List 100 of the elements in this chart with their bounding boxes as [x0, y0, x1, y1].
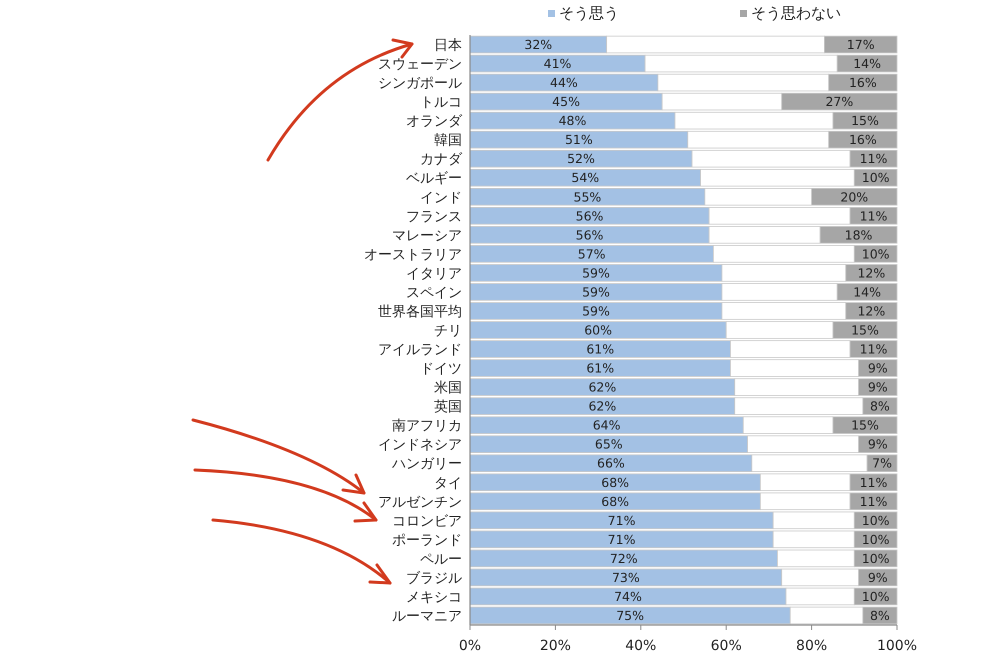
y-tick-label: ブラジル — [406, 570, 462, 586]
y-tick-label: 韓国 — [434, 132, 462, 149]
y-tick-label: 日本 — [434, 38, 462, 54]
series-label: そう思う — [559, 4, 619, 22]
data-label: 11% — [860, 494, 888, 509]
data-label: 64% — [592, 418, 621, 433]
data-label: 75% — [616, 608, 644, 623]
y-tick-label: マレーシア — [392, 228, 462, 244]
data-label: 9% — [868, 380, 888, 395]
data-label: 20% — [840, 189, 868, 204]
x-tick-label: 100% — [876, 638, 918, 654]
y-tick-label: アルゼンチン — [378, 494, 462, 510]
y-tick-label: 世界各国平均 — [378, 304, 462, 320]
data-label: 32% — [524, 37, 552, 52]
data-label: 62% — [588, 398, 616, 414]
data-label: 10% — [862, 588, 890, 604]
data-label: 12% — [857, 265, 886, 280]
data-label: 11% — [860, 208, 888, 224]
data-label: 57% — [578, 246, 606, 262]
data-label: 9% — [868, 570, 888, 585]
data-label: 61% — [586, 342, 614, 357]
data-label: 9% — [868, 436, 888, 452]
data-label: 44% — [550, 75, 578, 90]
y-tick-label: イタリア — [406, 266, 462, 282]
data-label: 72% — [610, 550, 638, 566]
data-label: 15% — [851, 418, 879, 433]
data-label: 27% — [825, 94, 854, 110]
data-label: 11% — [860, 342, 888, 357]
data-label: 73% — [612, 570, 640, 585]
y-tick-label: 米国 — [434, 380, 462, 396]
data-label: 17% — [846, 37, 875, 52]
data-label: 62% — [588, 380, 616, 395]
data-label: 66% — [597, 456, 625, 471]
data-label: 56% — [576, 208, 604, 224]
y-tick-label: シンガポール — [378, 76, 462, 92]
data-label: 12% — [857, 303, 886, 318]
data-label: 61% — [586, 360, 614, 376]
data-label: 15% — [851, 113, 879, 128]
data-label: 14% — [853, 56, 882, 72]
y-tick-label: アイルランド — [378, 342, 462, 358]
data-label: 45% — [552, 94, 580, 110]
y-tick-label: チリ — [434, 323, 462, 339]
data-label: 10% — [862, 246, 890, 262]
y-tick-label: 英国 — [434, 399, 462, 416]
y-tick-label: ポーランド — [392, 532, 462, 548]
y-tick-label: オランダ — [406, 114, 463, 130]
y-tick-label: ペルー — [420, 551, 462, 568]
x-tick-label: 40% — [625, 638, 656, 654]
data-label: 54% — [571, 170, 600, 186]
data-label: 15% — [851, 322, 879, 338]
data-label: 10% — [862, 512, 890, 528]
data-label: 10% — [862, 532, 890, 547]
y-tick-label: ベルギー — [406, 170, 462, 187]
data-label: 51% — [564, 132, 593, 148]
data-label: 8% — [870, 398, 890, 414]
x-tick-label: 60% — [710, 638, 742, 654]
y-tick-label: 南アフリカ — [392, 418, 462, 434]
data-label: 7% — [872, 456, 892, 471]
data-label: 52% — [567, 151, 596, 166]
data-label: 71% — [608, 532, 636, 547]
y-tick-label: スペイン — [406, 284, 462, 301]
data-label: 65% — [594, 436, 623, 452]
y-tick-label: インドネシア — [378, 437, 462, 454]
y-tick-label: トルコ — [420, 94, 462, 111]
data-label: 16% — [848, 75, 877, 90]
x-tick-label: 80% — [796, 638, 828, 654]
data-label: 59% — [582, 265, 610, 280]
data-label: 8% — [870, 608, 890, 623]
data-label: 9% — [868, 360, 888, 376]
y-tick-label: タイ — [434, 475, 462, 492]
y-tick-label: オーストラリア — [364, 246, 462, 263]
data-label: 68% — [601, 474, 630, 490]
y-tick-label: ドイツ — [420, 361, 462, 378]
data-label: 68% — [601, 494, 630, 509]
data-label: 48% — [558, 113, 586, 128]
legend-label: そう思わない — [751, 4, 841, 22]
data-label: 10% — [862, 550, 890, 566]
y-tick-label: フランス — [406, 208, 462, 225]
data-label: 41% — [544, 56, 572, 72]
data-label: 14% — [853, 284, 882, 300]
data-label: 11% — [860, 474, 888, 490]
data-label: 11% — [860, 151, 888, 166]
data-label: 55% — [574, 189, 602, 204]
data-label: 16% — [848, 132, 877, 148]
y-tick-label: メキシコ — [406, 589, 462, 606]
y-tick-label: スウェーデン — [378, 56, 462, 73]
y-tick-label: ルーマニア — [392, 608, 462, 624]
data-label: 10% — [862, 170, 890, 186]
y-tick-label: カナダ — [420, 152, 463, 168]
data-label: 60% — [584, 322, 612, 338]
y-tick-label: ハンガリー — [391, 456, 462, 472]
y-tick-label: コロンビア — [392, 513, 462, 530]
data-label: 56% — [576, 227, 604, 242]
y-tick-label: インド — [420, 190, 462, 206]
x-tick-label: 0% — [458, 638, 482, 654]
data-label: 59% — [582, 303, 610, 318]
data-label: 74% — [614, 588, 642, 604]
x-tick-label: 20% — [540, 638, 571, 654]
data-label: 59% — [582, 284, 610, 300]
data-label: 71% — [608, 512, 636, 528]
